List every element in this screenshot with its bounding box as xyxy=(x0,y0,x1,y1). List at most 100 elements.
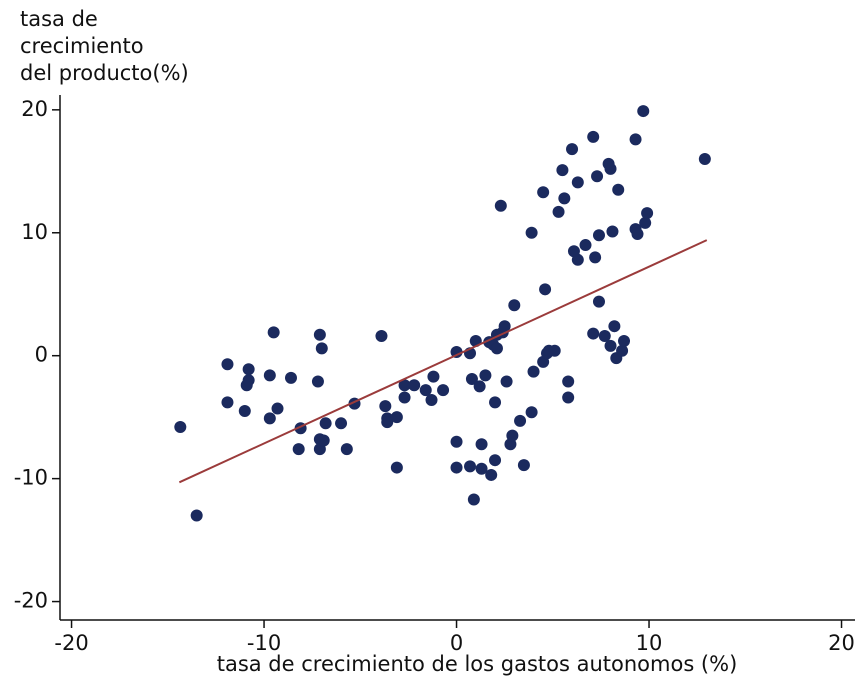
x-tick-label: -10 xyxy=(247,631,281,655)
point xyxy=(335,417,348,430)
point xyxy=(221,396,234,409)
point xyxy=(566,143,579,156)
y-tick-label: 10 xyxy=(21,220,48,244)
point xyxy=(242,374,255,387)
point xyxy=(485,468,498,481)
point xyxy=(450,435,463,448)
point xyxy=(398,391,411,404)
point xyxy=(390,411,403,424)
point xyxy=(527,365,540,378)
point xyxy=(284,371,297,384)
point xyxy=(629,133,642,146)
point xyxy=(612,183,625,196)
point xyxy=(221,358,234,371)
point xyxy=(267,326,280,339)
point xyxy=(437,384,450,397)
point xyxy=(263,412,276,425)
point xyxy=(489,454,502,467)
point xyxy=(319,417,332,430)
x-tick-label: 20 xyxy=(828,631,855,655)
point xyxy=(238,405,251,418)
point xyxy=(390,461,403,474)
point xyxy=(641,207,654,220)
point xyxy=(548,344,561,357)
point xyxy=(242,363,255,376)
point xyxy=(489,396,502,409)
point xyxy=(537,186,550,199)
point xyxy=(592,295,605,308)
y-axis-label-line: del producto(%) xyxy=(20,61,189,85)
point xyxy=(419,384,432,397)
point xyxy=(427,370,440,383)
point xyxy=(606,225,619,238)
point xyxy=(571,176,584,189)
point xyxy=(608,320,621,333)
point xyxy=(591,170,604,183)
point xyxy=(618,334,631,347)
point xyxy=(616,344,629,357)
point xyxy=(598,330,611,343)
point xyxy=(637,105,650,118)
point xyxy=(494,199,507,212)
point xyxy=(631,227,644,240)
point xyxy=(381,416,394,429)
point xyxy=(271,402,284,415)
point xyxy=(475,438,488,451)
y-axis-label-line: tasa de xyxy=(20,7,98,31)
point xyxy=(315,342,328,355)
y-tick-label: -20 xyxy=(14,589,48,613)
point xyxy=(558,192,571,205)
point xyxy=(490,342,503,355)
y-tick-label: 20 xyxy=(21,97,48,121)
point xyxy=(639,216,652,229)
point xyxy=(698,153,711,166)
x-axis-label: tasa de crecimiento de los gastos autono… xyxy=(217,652,738,676)
x-tick-label: 0 xyxy=(450,631,463,655)
point xyxy=(579,239,592,252)
point xyxy=(425,393,438,406)
point xyxy=(500,375,513,388)
y-axis-label-line: crecimiento xyxy=(20,34,144,58)
point xyxy=(552,205,565,218)
point xyxy=(592,229,605,242)
point xyxy=(398,379,411,392)
point xyxy=(464,460,477,473)
point xyxy=(340,443,353,456)
point xyxy=(604,339,617,352)
point xyxy=(379,400,392,413)
point xyxy=(525,226,538,239)
point xyxy=(587,327,600,340)
point xyxy=(317,434,330,447)
point xyxy=(263,369,276,382)
point xyxy=(465,373,478,386)
point xyxy=(517,459,530,472)
point xyxy=(514,414,527,427)
point xyxy=(313,328,326,341)
point xyxy=(498,320,511,333)
x-tick-label: 10 xyxy=(636,631,663,655)
point xyxy=(408,379,421,392)
point xyxy=(450,461,463,474)
point xyxy=(508,299,521,312)
point xyxy=(539,283,552,296)
point xyxy=(473,380,486,393)
y-tick-label: 0 xyxy=(35,343,48,367)
point xyxy=(174,420,187,433)
point xyxy=(479,369,492,382)
point xyxy=(556,164,569,177)
point xyxy=(375,330,388,343)
point xyxy=(562,375,575,388)
point xyxy=(562,391,575,404)
point xyxy=(506,429,519,442)
point xyxy=(604,162,617,175)
point xyxy=(525,406,538,419)
point xyxy=(292,443,305,456)
point xyxy=(467,493,480,506)
point xyxy=(450,346,463,359)
point xyxy=(589,251,602,264)
y-tick-label: -10 xyxy=(14,466,48,490)
point xyxy=(587,130,600,143)
point xyxy=(475,462,488,475)
